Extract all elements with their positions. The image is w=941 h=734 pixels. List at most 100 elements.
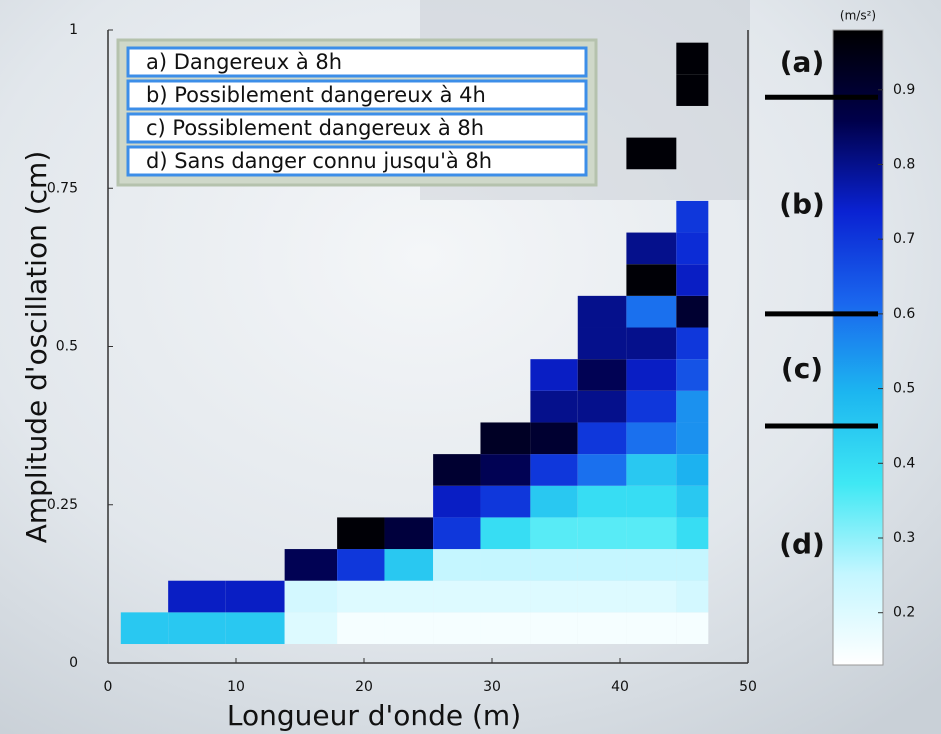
heat-cell — [676, 549, 709, 581]
heat-cell — [577, 359, 627, 391]
zone-label: (b) — [779, 188, 825, 221]
heat-cell — [626, 612, 677, 645]
y-tick-label: 0.25 — [47, 497, 78, 513]
heat-cell — [676, 74, 709, 106]
heat-cell — [530, 580, 578, 613]
heat-cell — [433, 485, 481, 518]
heat-cell — [433, 549, 481, 581]
colorbar-tick-label: 0.8 — [893, 156, 915, 172]
heat-cell — [480, 549, 531, 581]
heat-cell — [284, 612, 338, 645]
heat-cell — [626, 232, 677, 265]
legend-entry: d) Sans danger connu jusqu'à 8h — [146, 149, 492, 173]
heat-cell — [284, 549, 338, 581]
heat-cell — [626, 580, 677, 613]
heat-cell — [626, 454, 677, 486]
x-tick-label: 40 — [611, 679, 629, 695]
heat-cell — [168, 612, 226, 645]
colorbar-tick-label: 0.7 — [893, 231, 915, 247]
heat-cell — [577, 422, 627, 455]
heat-cell — [433, 580, 481, 613]
colorbar-label: (m/s²) — [840, 9, 876, 23]
heat-cell — [676, 42, 709, 75]
heat-cell — [480, 454, 531, 486]
heat-cell — [626, 264, 677, 296]
legend-entry: c) Possiblement dangereux à 8h — [146, 116, 484, 140]
legend-entry: b) Possiblement dangereux à 4h — [146, 83, 486, 107]
heat-cell — [676, 485, 709, 518]
heat-cell — [676, 232, 709, 265]
heat-cell — [626, 549, 677, 581]
heat-cell — [676, 612, 709, 645]
x-tick-label: 50 — [739, 679, 757, 695]
colorbar-tick-label: 0.2 — [893, 605, 915, 621]
colorbar-tick-label: 0.6 — [893, 306, 915, 322]
heat-cell — [120, 612, 169, 645]
heat-cell — [530, 454, 578, 486]
heat-cell — [384, 612, 434, 645]
heat-cell — [676, 200, 709, 233]
heat-cell — [626, 517, 677, 550]
heat-cell — [626, 327, 677, 360]
colorbar-tick-label: 0.4 — [893, 455, 915, 471]
zone-label: (d) — [779, 527, 825, 560]
heat-cell — [530, 359, 578, 391]
y-axis-label: Amplitude d'oscillation (cm) — [20, 151, 53, 544]
legend-entry-box — [126, 46, 588, 78]
heat-cell — [337, 517, 385, 550]
heat-cell — [337, 612, 385, 645]
heat-cell — [480, 517, 531, 550]
heat-cell — [676, 454, 709, 486]
x-axis-label: Longueur d'onde (m) — [227, 699, 521, 732]
heat-cell — [676, 422, 709, 455]
zone-label: (a) — [780, 46, 825, 79]
heat-cell — [626, 295, 677, 328]
colorbar — [832, 29, 884, 666]
heat-cell — [626, 485, 677, 518]
x-tick-label: 30 — [483, 679, 501, 695]
x-tick-label: 20 — [355, 679, 373, 695]
x-tick-label: 0 — [104, 679, 113, 695]
legend: a) Dangereux à 8h b) Possiblement dangere… — [116, 38, 598, 187]
heat-cell — [433, 612, 481, 645]
heat-cell — [577, 327, 627, 360]
heat-cell — [577, 517, 627, 550]
heat-cell — [225, 612, 285, 645]
heat-cell — [577, 485, 627, 518]
heat-cell — [480, 612, 531, 645]
heat-cell — [577, 549, 627, 581]
colorbar-tick-label: 0.9 — [893, 82, 915, 98]
heat-cell — [530, 485, 578, 518]
heat-cell — [676, 359, 709, 391]
y-tick-label: 1 — [69, 22, 78, 38]
heat-cell — [337, 580, 385, 613]
heat-cell — [284, 580, 338, 613]
legend-entry: a) Dangereux à 8h — [146, 50, 342, 74]
heat-cell — [577, 454, 627, 486]
legend-entry-box — [126, 79, 588, 111]
heat-cell — [577, 390, 627, 423]
heat-cell — [225, 580, 285, 613]
y-tick-label: 0.5 — [56, 339, 78, 355]
heat-cell — [530, 549, 578, 581]
heat-cell — [168, 580, 226, 613]
heat-cell — [530, 390, 578, 423]
x-tick-label: 10 — [227, 679, 245, 695]
heat-cell — [676, 264, 709, 296]
colorbar-tick-label: 0.5 — [893, 381, 915, 397]
heat-cell — [676, 517, 709, 550]
heat-cell — [676, 580, 709, 613]
legend-entry-box — [126, 112, 588, 144]
heat-cell — [384, 580, 434, 613]
heat-cell — [626, 359, 677, 391]
colorbar-tick-label: 0.3 — [893, 530, 915, 546]
heat-cell — [480, 580, 531, 613]
heat-cell — [577, 612, 627, 645]
legend-entry-box — [126, 145, 588, 177]
heat-cell — [433, 454, 481, 486]
heat-cell — [577, 295, 627, 328]
heat-cell — [676, 327, 709, 360]
heat-cell — [626, 422, 677, 455]
heat-cell — [676, 390, 709, 423]
